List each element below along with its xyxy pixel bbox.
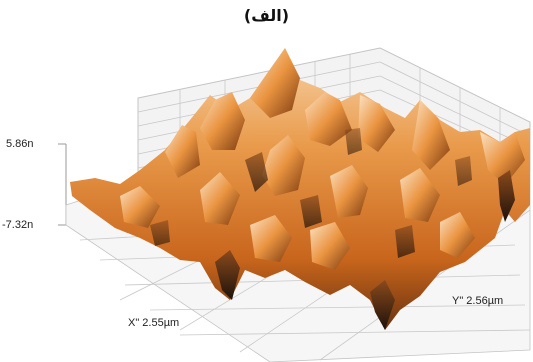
- surface-valleys: [150, 128, 515, 330]
- z-axis: [58, 143, 67, 226]
- z-min-label: -7.32n: [2, 219, 34, 231]
- figure-title: (الف): [243, 6, 290, 25]
- x-axis-label: X" 2.55µm: [128, 317, 180, 329]
- z-max-label: 5.86n: [6, 138, 34, 150]
- y-axis-label: Y" 2.56µm: [452, 295, 504, 307]
- surface-peaks: [120, 48, 525, 270]
- surface-body: [70, 48, 530, 330]
